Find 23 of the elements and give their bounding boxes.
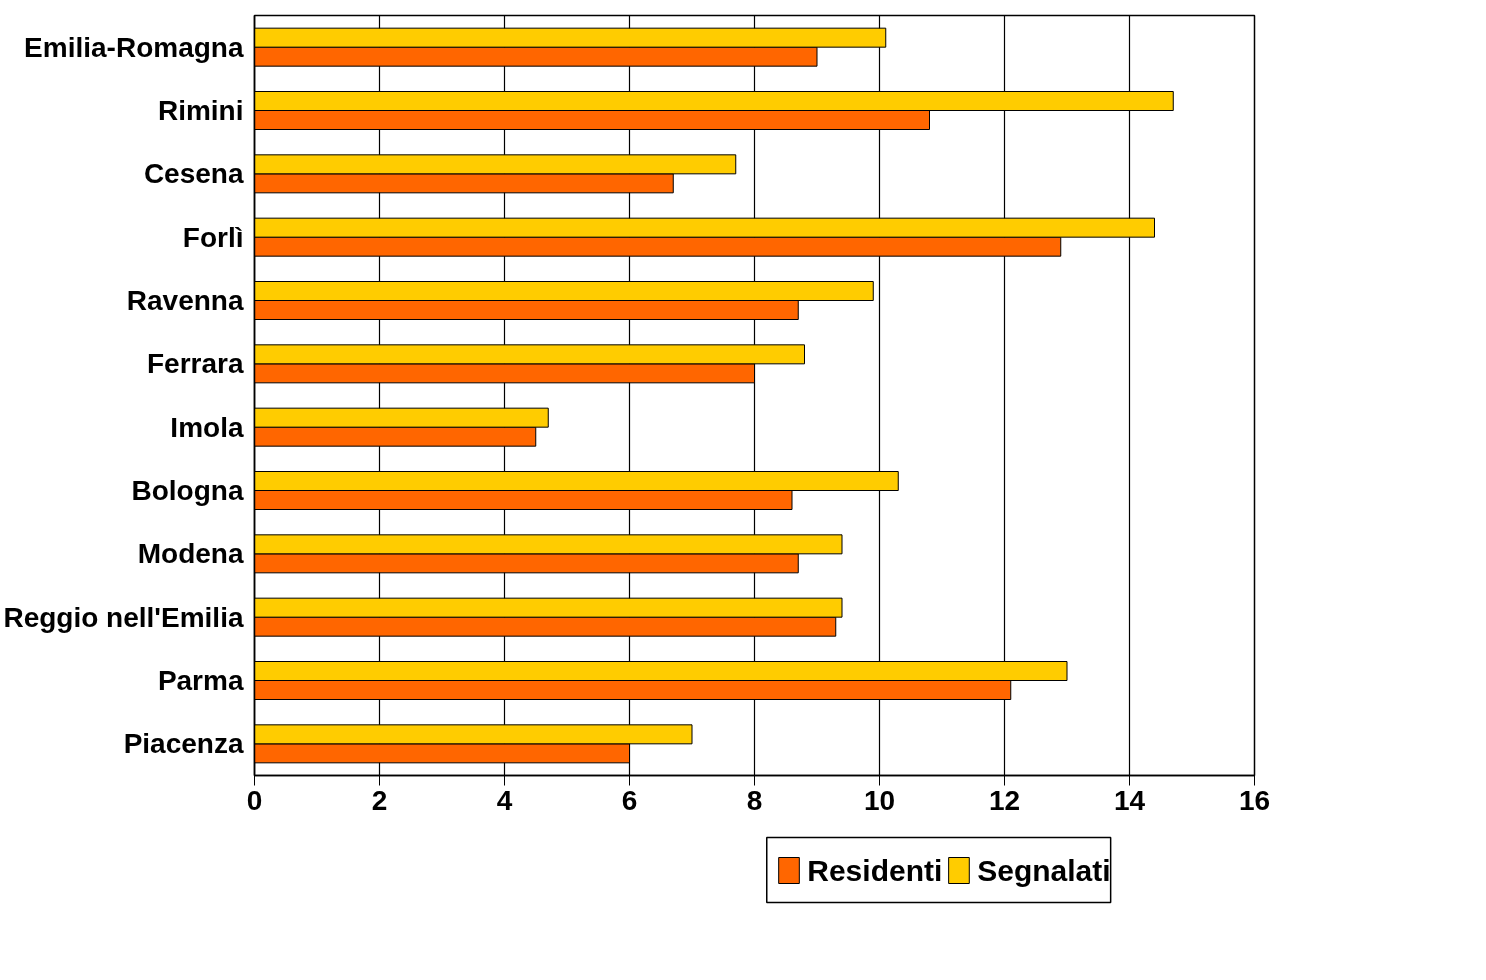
x-tick-label: 10 <box>863 784 896 816</box>
x-tick-label: 8 <box>746 784 763 816</box>
y-tick-label: Reggio nell'Emilia <box>3 601 244 633</box>
y-tick-label: Parma <box>157 665 244 696</box>
y-tick-label: Imola <box>170 411 244 443</box>
x-tick-label: 12 <box>988 784 1021 816</box>
y-tick-label: Rimini <box>157 95 244 126</box>
y-tick-label: Cesena <box>143 158 244 190</box>
y-tick-label: Emilia-Romagna <box>24 31 244 63</box>
x-tick-label: 6 <box>621 784 638 816</box>
legend-label: Segnalati <box>977 854 1111 887</box>
y-tick-label: Piacenza <box>123 728 244 760</box>
y-tick-label: Forlì <box>182 221 244 253</box>
x-tick-label: 0 <box>246 784 263 816</box>
y-tick-label: Ferrara <box>146 348 244 380</box>
x-tick-label: 16 <box>1238 784 1271 816</box>
x-tick-label: 2 <box>371 784 388 816</box>
y-tick-label: Modena <box>137 538 244 570</box>
y-tick-label: Bologna <box>131 475 244 506</box>
legend-label: Residenti <box>807 854 943 887</box>
x-tick-label: 14 <box>1113 784 1146 816</box>
x-tick-label: 4 <box>496 784 513 816</box>
y-tick-label: Ravenna <box>126 285 244 316</box>
